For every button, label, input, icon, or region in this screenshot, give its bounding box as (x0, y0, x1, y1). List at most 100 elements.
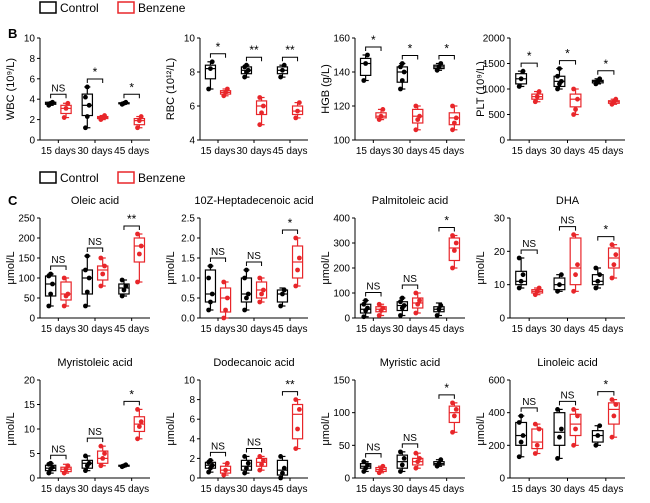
y-tick-label: 200 (333, 264, 350, 275)
y-tick-label: 400 (488, 408, 505, 419)
data-point (208, 299, 213, 305)
box-body (569, 93, 582, 108)
data-point (611, 262, 617, 268)
data-point (413, 450, 419, 456)
box-control (276, 454, 289, 481)
y-tick-label: 8 (189, 68, 195, 79)
data-point (401, 456, 407, 461)
x-tick-label: 45 days (272, 146, 307, 157)
box-benzene (448, 400, 461, 435)
y-tick-label: 0.0 (181, 314, 195, 325)
significance-bracket (281, 229, 299, 234)
data-point (557, 66, 562, 71)
box-control (433, 61, 445, 73)
box-control (118, 99, 130, 107)
data-point (83, 125, 88, 131)
box-benzene (96, 113, 109, 122)
data-point (401, 303, 407, 308)
data-point (278, 475, 284, 481)
data-point (102, 451, 107, 456)
significance-label: NS (247, 251, 261, 262)
chart-title: Oleic acid (71, 195, 119, 207)
x-tick-label: 30 days (236, 484, 271, 495)
data-point (224, 460, 230, 466)
data-point (65, 463, 71, 469)
data-point (224, 86, 230, 92)
y-tick-label: 2 (29, 115, 35, 126)
data-point (571, 112, 577, 117)
x-tick-label: 30 days (392, 146, 427, 157)
significance-bracket (597, 70, 615, 75)
data-point (280, 67, 285, 73)
data-point (242, 275, 248, 281)
data-point (242, 307, 248, 313)
data-point (257, 275, 263, 281)
y-axis-label: RBC (10¹²/L) (165, 58, 177, 120)
data-point (281, 287, 287, 293)
significance-label: NS (51, 83, 65, 94)
data-point (46, 303, 52, 309)
box-body (553, 412, 566, 446)
box-benzene (448, 103, 461, 133)
data-point (363, 298, 369, 303)
y-tick-label: 2000 (483, 34, 506, 45)
significance-label: * (93, 65, 98, 79)
data-point (518, 439, 524, 445)
box-benzene (607, 96, 620, 107)
box-body (81, 459, 94, 469)
data-point (361, 314, 367, 320)
box-benzene (219, 86, 232, 99)
data-point (398, 299, 403, 305)
y-tick-label: 10 (24, 425, 36, 436)
data-point (98, 443, 104, 449)
data-point (573, 426, 578, 432)
chart-3: 100 120 140 160 HGB (g/L) 15 days * 30 days * 45 … (320, 33, 465, 157)
box-benzene (60, 463, 72, 476)
significance-bracket (520, 249, 538, 254)
x-tick-label: 30 days (392, 324, 427, 335)
y-tick-label: 0 (344, 314, 350, 325)
data-point (516, 454, 522, 460)
data-point (613, 402, 619, 407)
data-point (48, 291, 54, 297)
significance-label: NS (51, 255, 65, 266)
significance-label: * (603, 223, 608, 237)
x-tick-label: 15 days (41, 324, 76, 335)
x-tick-label: 45 days (429, 324, 464, 335)
y-tick-label: 6 (29, 74, 35, 85)
significance-bracket (597, 236, 615, 241)
data-point (123, 99, 129, 105)
legend-b-control-label: Control (60, 1, 99, 15)
data-point (138, 243, 144, 249)
box-control (553, 66, 566, 92)
significance-label: * (129, 80, 134, 94)
data-point (123, 283, 129, 289)
box-benzene (411, 450, 424, 471)
box-control (433, 457, 445, 469)
box-control (240, 62, 253, 80)
data-point (245, 67, 251, 73)
y-axis-label: μmol/L (320, 412, 332, 445)
box-benzene (133, 231, 146, 285)
box-benzene (96, 443, 109, 469)
significance-label: * (444, 42, 449, 56)
data-point (434, 313, 440, 318)
significance-label: * (444, 214, 449, 228)
legend-c-control-swatch (39, 171, 57, 184)
y-tick-label: 2.0 (181, 234, 195, 245)
data-point (84, 253, 90, 259)
data-point (208, 457, 213, 463)
significance-label: ** (249, 43, 259, 57)
y-tick-label: 100 (333, 136, 350, 147)
x-tick-label: 15 days (356, 484, 391, 495)
significance-label: ** (127, 212, 137, 226)
data-point (436, 306, 442, 312)
y-axis-label: μmol/L (475, 251, 487, 284)
data-point (257, 467, 263, 473)
y-tick-label: 150 (333, 376, 350, 387)
data-point (65, 291, 71, 297)
data-point (451, 248, 457, 253)
x-tick-label: 30 days (550, 146, 585, 157)
data-point (450, 429, 455, 435)
data-point (593, 442, 599, 448)
